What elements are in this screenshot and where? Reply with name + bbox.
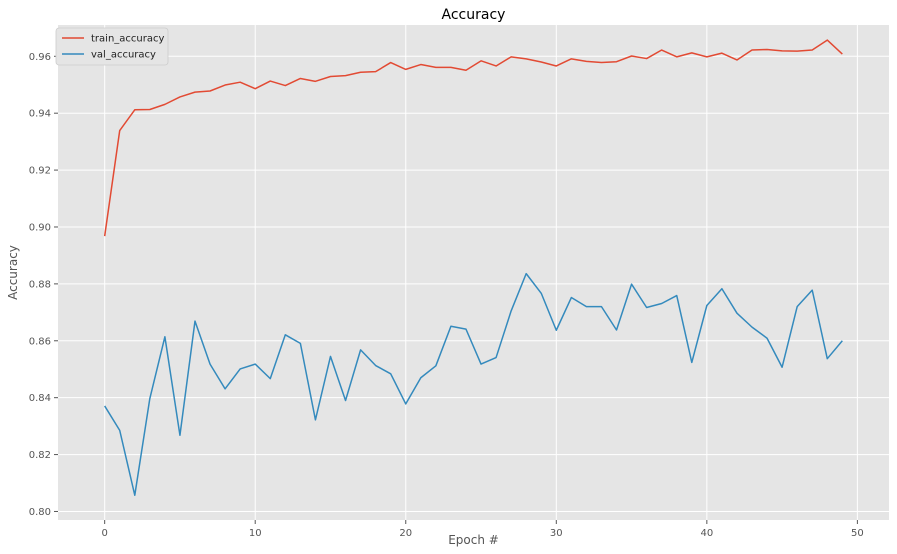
y-tick-label: 0.88 xyxy=(29,279,51,290)
axis-ticks: 0 10 20 30 40 50 0.80 0.82 0.84 0.86 0.88 0.90 0.92 0… xyxy=(29,52,864,539)
y-tick-label: 0.80 xyxy=(29,507,51,518)
y-tick-label: 0.96 xyxy=(29,52,51,63)
legend-label-val-accuracy: val_accuracy xyxy=(91,50,156,61)
x-tick-label: 40 xyxy=(700,528,713,539)
y-axis-label: Accuracy xyxy=(6,245,20,300)
x-tick-label: 20 xyxy=(399,528,412,539)
x-tick-label: 30 xyxy=(550,528,563,539)
x-tick-label: 10 xyxy=(249,528,262,539)
x-tick-label: 50 xyxy=(851,528,864,539)
x-axis-label: Epoch # xyxy=(448,533,499,547)
series-line-val-accuracy xyxy=(104,272,843,496)
y-tick-label: 0.82 xyxy=(29,450,51,461)
grid-lines xyxy=(58,25,889,520)
x-tick-label: 0 xyxy=(101,528,107,539)
y-tick-label: 0.94 xyxy=(29,109,51,120)
series-line-train-accuracy xyxy=(103,39,843,237)
y-tick-label: 0.84 xyxy=(29,393,51,404)
y-tick-label: 0.92 xyxy=(29,166,51,177)
chart-title: Accuracy xyxy=(442,7,506,23)
plot-area xyxy=(58,25,889,520)
y-tick-label: 0.86 xyxy=(29,336,51,347)
legend-label-train-accuracy: train_accuracy xyxy=(91,34,164,45)
series-layer xyxy=(103,39,843,496)
legend: train_accuracy val_accuracy xyxy=(55,27,169,66)
y-tick-label: 0.90 xyxy=(29,222,51,233)
